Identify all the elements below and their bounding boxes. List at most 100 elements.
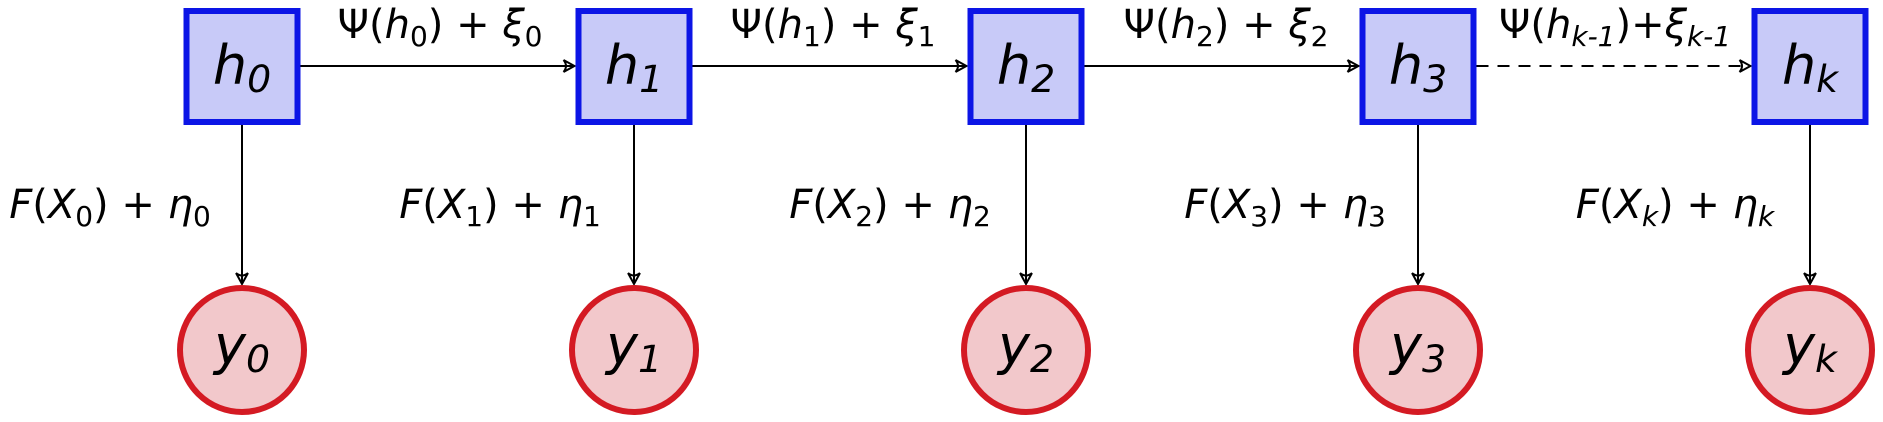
node-subscript: 1	[638, 337, 662, 381]
emission-label-0: F(X0) + η0	[9, 182, 211, 233]
node-symbol: y	[1781, 314, 1816, 377]
node-subscript: k	[1815, 337, 1839, 381]
node-subscript: 1	[639, 57, 663, 101]
node-symbol: h	[213, 34, 247, 97]
hidden-state-label: h2	[997, 34, 1055, 101]
emission-noise: η	[1733, 182, 1758, 228]
transition-argument: h	[1171, 2, 1196, 48]
observation-circle	[1745, 285, 1875, 415]
observation-label: y1	[604, 314, 662, 381]
emission-function: F	[789, 182, 813, 228]
hidden-state-node-3: h3	[1359, 8, 1477, 125]
transition-argument-subscript: 2	[1196, 20, 1214, 53]
observation-circle	[177, 285, 307, 415]
emission-noise-subscript: 1	[583, 200, 601, 233]
transition-noise-subscript: 2	[1311, 20, 1329, 53]
hidden-state-label: hk	[1782, 34, 1840, 101]
node-subscript: 3	[1422, 337, 1446, 381]
hidden-state-node-0: h0	[183, 8, 301, 125]
emission-argument: X	[1612, 182, 1643, 228]
node-subscript: 3	[1423, 57, 1447, 101]
transition-label-3: Ψ(hk-1)+ξk-1	[1499, 2, 1731, 53]
emission-label-3: F(X3) + η3	[1184, 182, 1386, 233]
node-subscript: 2	[1031, 57, 1055, 101]
observation-node-1: y1	[569, 285, 699, 415]
node-symbol: h	[605, 34, 639, 97]
emission-noise: η	[948, 182, 973, 228]
emission-function: F	[1576, 182, 1600, 228]
emission-argument: X	[826, 182, 857, 228]
transition-noise-subscript: 0	[525, 20, 543, 53]
transition-argument-subscript: 0	[410, 20, 428, 53]
observation-node-3: y3	[1353, 285, 1483, 415]
transition-noise: ξ	[894, 2, 918, 48]
node-symbol: y	[1388, 314, 1423, 377]
emission-noise: η	[558, 182, 583, 228]
emission-noise: η	[168, 182, 193, 228]
hidden-state-label: h1	[605, 34, 663, 101]
hidden-state-label: h3	[1389, 34, 1447, 101]
observation-node-4: yk	[1745, 285, 1875, 415]
transition-function: Ψ	[1499, 2, 1530, 48]
emission-argument-subscript: 1	[465, 200, 483, 233]
node-subscript: 0	[246, 337, 270, 381]
observation-label: y2	[996, 314, 1054, 381]
transition-argument-subscript: 1	[803, 20, 821, 53]
emission-argument-subscript: 3	[1250, 200, 1268, 233]
emission-argument: X	[1221, 182, 1252, 228]
transition-argument-subscript: k-1	[1571, 20, 1615, 53]
node-symbol: y	[604, 314, 639, 377]
transition-noise: ξ	[1287, 2, 1311, 48]
node-subscript: 0	[247, 57, 271, 101]
hidden-state-box	[183, 8, 301, 125]
emission-function: F	[9, 182, 33, 228]
transition-function: Ψ	[731, 2, 762, 48]
emission-argument-subscript: 2	[855, 200, 873, 233]
node-symbol: y	[996, 314, 1031, 377]
emission-label-1: F(X1) + η1	[399, 182, 601, 233]
emission-label-4: F(Xk) + ηk	[1576, 182, 1776, 233]
emission-noise-subscript: k	[1758, 200, 1776, 233]
transition-function: Ψ	[338, 2, 369, 48]
observation-label: yk	[1781, 314, 1839, 381]
emission-function: F	[1184, 182, 1208, 228]
observation-circle	[569, 285, 699, 415]
emission-argument: X	[46, 182, 77, 228]
hidden-state-label: h0	[213, 34, 271, 101]
transition-argument: h	[385, 2, 410, 48]
node-symbol: y	[212, 314, 247, 377]
node-symbol: h	[997, 34, 1031, 97]
observation-circle	[961, 285, 1091, 415]
hidden-state-box	[1751, 8, 1869, 125]
observation-circle	[1353, 285, 1483, 415]
transition-noise: ξ	[1664, 2, 1688, 48]
transition-label-2: Ψ(h2) + ξ2	[1124, 2, 1329, 53]
hidden-state-box	[967, 8, 1085, 125]
emission-function: F	[399, 182, 423, 228]
emission-noise-subscript: 3	[1368, 200, 1386, 233]
transition-function: Ψ	[1124, 2, 1155, 48]
hidden-state-box	[1359, 8, 1477, 125]
transition-label-0: Ψ(h0) + ξ0	[338, 2, 543, 53]
emission-argument: X	[436, 182, 467, 228]
emission-noise-subscript: 2	[973, 200, 991, 233]
observation-node-0: y0	[177, 285, 307, 415]
observation-label: y0	[212, 314, 270, 381]
transition-label-1: Ψ(h1) + ξ1	[731, 2, 936, 53]
hidden-state-node-4: hk	[1751, 8, 1869, 125]
node-subscript: 2	[1030, 337, 1054, 381]
emission-noise: η	[1343, 182, 1368, 228]
node-symbol: h	[1389, 34, 1423, 97]
emission-noise-subscript: 0	[193, 200, 211, 233]
emission-argument-subscript: k	[1642, 200, 1660, 233]
emission-label-2: F(X2) + η2	[789, 182, 991, 233]
transition-noise-subscript: 1	[918, 20, 936, 53]
node-subscript: k	[1816, 57, 1840, 101]
observation-node-2: y2	[961, 285, 1091, 415]
transition-argument: h	[1546, 2, 1571, 48]
transition-noise: ξ	[501, 2, 525, 48]
transition-noise-subscript: k-1	[1687, 20, 1731, 53]
node-symbol: h	[1782, 34, 1816, 97]
hidden-state-node-2: h2	[967, 8, 1085, 125]
